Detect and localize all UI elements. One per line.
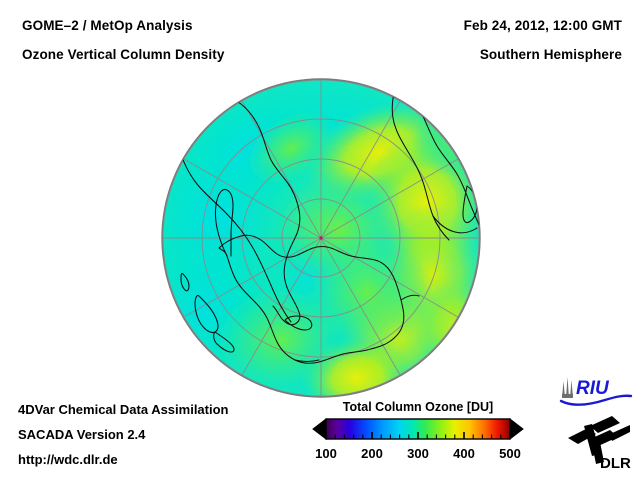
colorbar-ramp — [312, 417, 524, 441]
globe-outline — [161, 78, 481, 398]
riu-logo-svg: RIU — [559, 377, 633, 406]
coastline-tierra-del-fuego — [284, 315, 313, 331]
ozone-map-svg — [161, 78, 481, 398]
colorbar: Total Column Ozone [DU] 100 200 300 400 500 — [312, 400, 524, 472]
colorbar-tick-label: 400 — [453, 446, 475, 461]
riu-logo-text: RIU — [576, 378, 610, 399]
colorbar-tick-labels: 100 200 300 400 500 — [312, 446, 524, 466]
page-title: GOME–2 / MetOp Analysis — [22, 18, 193, 33]
riu-tower-icon — [562, 377, 573, 398]
coastline-new-zealand-north — [194, 294, 219, 334]
region-label: Southern Hemisphere — [479, 47, 622, 62]
ozone-map-globe — [161, 78, 481, 398]
colorbar-ticks — [325, 432, 511, 439]
colorbar-extend-right-arrow — [509, 417, 524, 441]
colorbar-tick-label: 200 — [361, 446, 383, 461]
version-label: SACADA Version 2.4 — [18, 427, 146, 442]
coastline-antarctic-peninsula — [214, 189, 234, 257]
riu-logo: RIU — [559, 374, 633, 408]
colorbar-tick-label: 100 — [315, 446, 337, 461]
coastline-new-zealand-south — [213, 331, 235, 353]
south-pole-marker — [319, 236, 323, 240]
dlr-logo-text: DLR — [600, 455, 631, 472]
riu-swoosh-icon — [559, 394, 633, 406]
page-subtitle: Ozone Vertical Column Density — [22, 47, 225, 62]
coastline-ross-ice-shelf — [294, 359, 320, 363]
coastline-antarctica-detail-e — [400, 294, 420, 301]
coastline-south-america — [164, 91, 301, 326]
coastline-tasmania — [180, 272, 190, 292]
method-label: 4DVar Chemical Data Assimilation — [18, 402, 229, 417]
coastline-africa-west — [391, 81, 450, 241]
colorbar-title: Total Column Ozone [DU] — [342, 400, 494, 414]
dlr-logo: DLR — [566, 414, 632, 472]
colorbar-extend-left-arrow — [312, 417, 327, 441]
source-url-label[interactable]: http://wdc.dlr.de — [18, 452, 118, 467]
dlr-logo-svg: DLR — [568, 416, 631, 472]
dlr-mark-icon — [568, 416, 630, 464]
coastline-antarctica — [218, 234, 405, 364]
colorbar-tick-label: 300 — [407, 446, 429, 461]
coastline-africa-south — [432, 215, 478, 234]
timestamp-label: Feb 24, 2012, 12:00 GMT — [463, 18, 622, 33]
colorbar-tick-label: 500 — [499, 446, 521, 461]
